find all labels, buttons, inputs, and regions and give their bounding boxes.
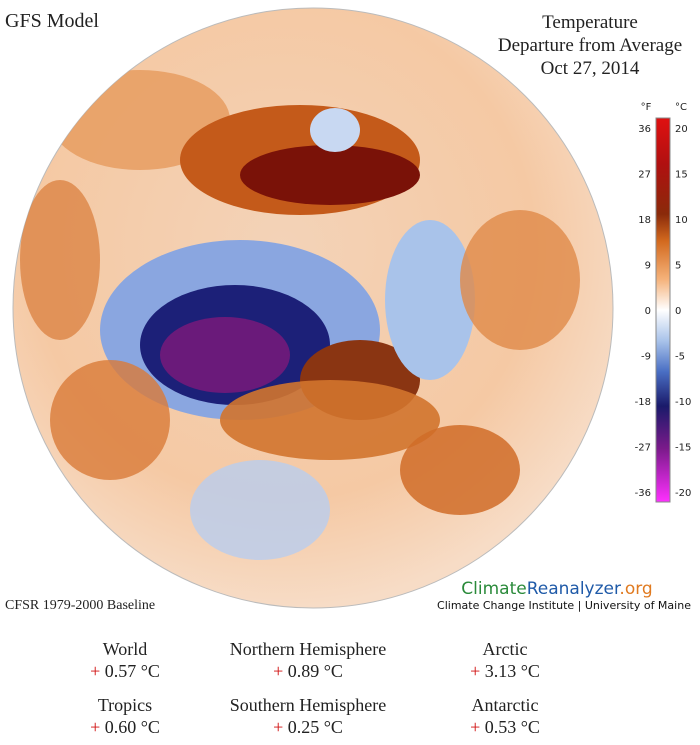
logo-part: Climate	[461, 579, 526, 599]
stat-name: Northern Hemisphere	[230, 639, 386, 659]
title: Oct 27, 2014	[541, 58, 640, 79]
globe	[12, 7, 614, 609]
colorbar: °F °C 36 20 27 15 18 10 9 5 0 0 -9 -5 -18 -10 -27 -15 -3…	[635, 102, 691, 503]
colorbar-f-label: -36	[635, 488, 651, 499]
colorbar-f-label: 9	[645, 261, 651, 272]
colorbar-c-label: -15	[675, 443, 691, 454]
colorbar-c-label: 5	[675, 261, 681, 272]
stat-number: 3.13 °C	[485, 661, 540, 681]
colorbar-c-label: 0	[675, 306, 681, 317]
title: Departure from Average	[498, 35, 682, 56]
stat-value: + 0.60 °C	[90, 717, 160, 737]
stat-value: + 3.13 °C	[470, 661, 540, 681]
baseline: CFSR 1979-2000 Baseline	[5, 598, 155, 613]
unit-label: °C	[675, 102, 687, 113]
colorbar-c-label: 10	[675, 215, 688, 226]
logo-part: Reanalyzer	[527, 579, 621, 599]
colorbar-c-label: -20	[675, 488, 691, 499]
colorbar-f-label: -9	[641, 352, 651, 363]
colorbar-f-label: -27	[635, 443, 651, 454]
colorbar-c-label: -10	[675, 397, 691, 408]
stat-value: + 0.25 °C	[273, 717, 343, 737]
colorbar-f-label: -18	[635, 397, 651, 408]
stat-sign: +	[273, 717, 283, 737]
stat-number: 0.25 °C	[288, 717, 343, 737]
colorbar-scale	[655, 117, 671, 503]
institute: Climate Change Institute | University of…	[437, 599, 691, 612]
model-label: GFS Model	[5, 10, 99, 32]
stat-number: 0.53 °C	[485, 717, 540, 737]
stat-name: Southern Hemisphere	[230, 695, 386, 715]
unit-label: °F	[641, 102, 652, 113]
stat-sign: +	[273, 661, 283, 681]
stat-name: World	[103, 639, 148, 659]
stat-number: 0.57 °C	[105, 661, 160, 681]
stat-sign: +	[470, 717, 480, 737]
stat-number: 0.60 °C	[105, 717, 160, 737]
logo: ClimateReanalyzer.org	[461, 579, 652, 599]
logo-part: .org	[619, 579, 652, 599]
colorbar-c-label: -5	[675, 352, 685, 363]
colorbar-c-label: 20	[675, 124, 688, 135]
colorbar-f-label: 27	[638, 170, 651, 181]
title: Temperature	[542, 12, 638, 33]
stat-name: Arctic	[483, 639, 528, 659]
stat-sign: +	[90, 661, 100, 681]
stat-name: Antarctic	[472, 695, 539, 715]
stat-number: 0.89 °C	[288, 661, 343, 681]
stat-sign: +	[90, 717, 100, 737]
colorbar-f-label: 36	[638, 124, 651, 135]
stat-value: + 0.53 °C	[470, 717, 540, 737]
stat-value: + 0.89 °C	[273, 661, 343, 681]
colorbar-f-label: 18	[638, 215, 651, 226]
colorbar-f-label: 0	[645, 306, 651, 317]
stat-name: Tropics	[98, 695, 152, 715]
colorbar-c-label: 15	[675, 170, 688, 181]
stat-value: + 0.57 °C	[90, 661, 160, 681]
stat-sign: +	[470, 661, 480, 681]
